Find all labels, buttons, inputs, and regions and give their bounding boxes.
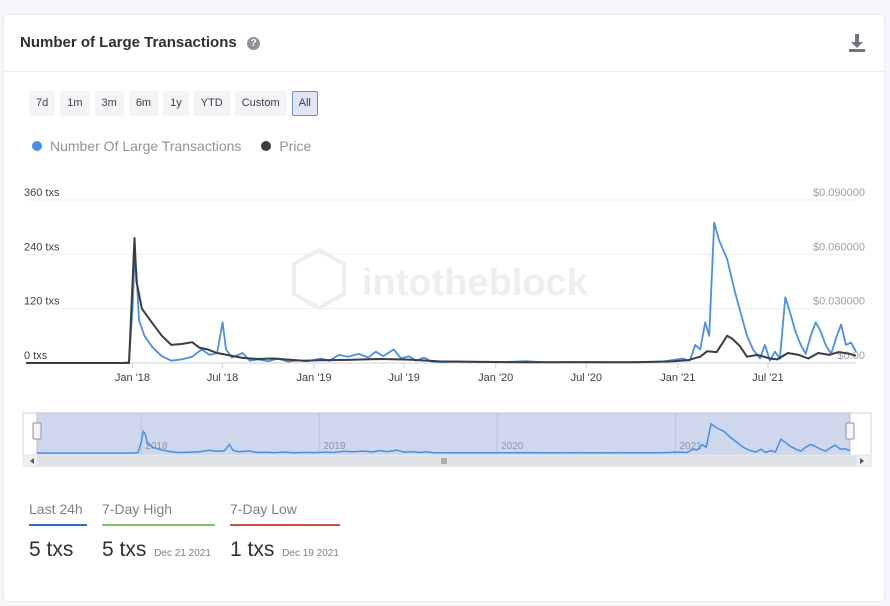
range-1m-button[interactable]: 1m <box>60 91 90 116</box>
range-7d-button[interactable]: 7d <box>29 91 56 116</box>
card-header: Number of Large Transactions ? <box>4 15 884 72</box>
x-tick-label: Jan '20 <box>478 372 513 384</box>
navigator-year-label: 2019 <box>323 441 346 452</box>
scroll-right-icon[interactable] <box>860 458 864 464</box>
stat-date: Dec 21 2021 <box>154 548 211 559</box>
range-all-button[interactable]: All <box>291 91 318 116</box>
scrollbar-thumb[interactable] <box>37 456 857 466</box>
watermark-logo-icon <box>292 247 346 311</box>
range-6m-button[interactable]: 6m <box>128 91 159 116</box>
navigator-handle-right[interactable] <box>845 422 855 440</box>
download-icon[interactable] <box>848 33 866 53</box>
legend-label: Price <box>279 138 312 154</box>
legend-item-transactions[interactable]: Number Of Large Transactions <box>32 138 241 154</box>
stat-label: 7-Day Low <box>230 501 340 526</box>
stat-value-text: 5 txs <box>29 538 74 561</box>
scrollbar-track[interactable] <box>22 454 872 467</box>
navigator-handle-left[interactable] <box>32 422 42 440</box>
chart-title: Number of Large Transactions <box>20 34 237 51</box>
line-chart: 0 txs $0.00 120 txs $0.030000 240 txs $0.0600… <box>22 187 872 467</box>
x-tick-label: Jan '19 <box>297 372 332 384</box>
legend-label: Number Of Large Transactions <box>50 138 242 154</box>
chart-legend: Number Of Large Transactions Price <box>32 138 311 154</box>
chart-card: Number of Large Transactions ? 7d 1m 3m … <box>3 14 885 602</box>
x-tick-label: Jan '21 <box>660 372 695 384</box>
help-icon[interactable]: ? <box>247 37 260 50</box>
y-left-tick: 120 txs <box>24 296 60 308</box>
stat-value: 1 txs Dec 19 2021 <box>230 538 340 562</box>
range-ytd-button[interactable]: YTD <box>193 91 230 116</box>
range-custom-button[interactable]: Custom <box>234 91 287 116</box>
x-tick-label: Jul '18 <box>207 372 238 384</box>
y-left-tick: 360 txs <box>24 187 60 199</box>
range-selector: 7d 1m 3m 6m 1y YTD Custom All <box>29 91 318 116</box>
stat-last-24h: Last 24h 5 txs <box>29 501 87 562</box>
range-3m-button[interactable]: 3m <box>94 91 124 116</box>
navigator-frame <box>22 412 872 456</box>
y-left-tick: 240 txs <box>24 241 60 253</box>
legend-marker <box>261 141 272 151</box>
y-right-tick: $0.00 <box>837 350 865 362</box>
legend-marker <box>32 141 42 151</box>
x-tick-label: Jan '18 <box>115 372 150 384</box>
y-right-tick: $0.060000 <box>813 241 865 253</box>
range-1y-button[interactable]: 1y <box>163 91 189 116</box>
stats-panel: Last 24h 5 txs 7-Day High 5 txs Dec 21 2… <box>29 501 340 562</box>
y-right-tick: $0.090000 <box>813 187 865 199</box>
stat-value-text: 1 txs <box>230 538 275 561</box>
series-line-transactions <box>26 221 857 364</box>
navigator-year-label: 2020 <box>501 441 524 452</box>
navigator-year-label: 2018 <box>145 441 168 452</box>
stat-value-text: 5 txs <box>102 538 147 561</box>
y-left-tick: 0 txs <box>24 350 48 362</box>
stat-label: Last 24h <box>29 501 87 526</box>
stat-value: 5 txs <box>29 538 87 562</box>
stat-7day-high: 7-Day High 5 txs Dec 21 2021 <box>102 501 215 562</box>
y-right-tick: $0.030000 <box>813 296 865 308</box>
stat-7day-low: 7-Day Low 1 txs Dec 19 2021 <box>230 501 340 562</box>
navigator-year-label: 2021 <box>680 441 703 452</box>
watermark-text: intotheblock <box>362 262 589 304</box>
x-tick-label: Jul '21 <box>752 372 783 384</box>
navigator-selection <box>36 412 851 456</box>
scroll-left-icon[interactable] <box>30 458 34 464</box>
x-tick-label: Jul '19 <box>388 372 419 384</box>
stat-value: 5 txs Dec 21 2021 <box>102 538 215 562</box>
stat-date: Dec 19 2021 <box>282 548 339 559</box>
series-line-price <box>26 237 857 364</box>
legend-item-price[interactable]: Price <box>261 138 311 154</box>
stat-label: 7-Day High <box>102 501 215 526</box>
x-tick-label: Jul '20 <box>571 372 602 384</box>
navigator-series-line <box>37 422 851 454</box>
